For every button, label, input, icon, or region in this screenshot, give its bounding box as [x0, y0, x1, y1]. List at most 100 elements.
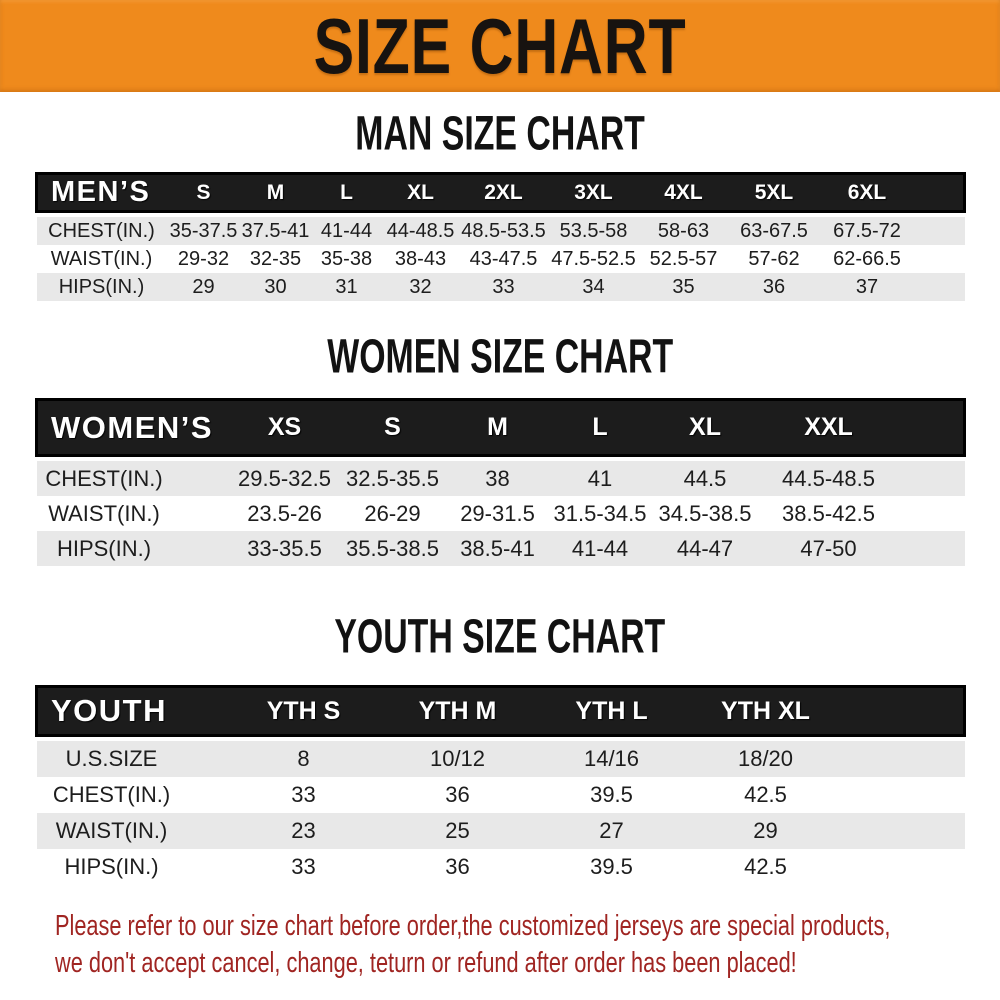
men-size-column-header: S: [166, 172, 241, 213]
measurement-value: 34.5-38.5: [652, 496, 758, 531]
measurement-value: 41-44: [310, 217, 383, 245]
measurement-value: 23.5-26: [231, 496, 338, 531]
measurement-value: 36: [728, 273, 820, 301]
measurement-value: 38: [447, 461, 548, 496]
women-header-row: WOMEN’S XS S M L XL XXL: [35, 398, 966, 457]
men-size-column-header: 5XL: [728, 172, 820, 213]
measurement-value: 32.5-35.5: [337, 461, 448, 496]
pad-cell: [186, 741, 227, 777]
measurement-value: 67.5-72: [819, 217, 915, 245]
youth-ussize-row: U.S.SIZE 8 10/12 14/16 18/20: [36, 741, 965, 777]
measurement-value: 29-31.5: [447, 496, 548, 531]
men-waist-row: WAIST(IN.) 29-32 32-35 35-38 38-43 43-47…: [36, 245, 965, 273]
youth-size-column-header: YTH S: [226, 685, 381, 737]
header-filler-cell: [914, 172, 966, 213]
header-filler-cell: [842, 685, 966, 737]
measurement-value: 35-38: [310, 245, 383, 273]
women-size-column-header: M: [447, 398, 548, 457]
youth-hips-row: HIPS(IN.) 33 36 39.5 42.5: [36, 849, 965, 885]
youth-size-column-header: YTH L: [534, 685, 689, 737]
men-size-column-header: 2XL: [458, 172, 549, 213]
men-size-column-header: 4XL: [638, 172, 729, 213]
measurement-value: 31: [310, 273, 383, 301]
youth-waist-row: WAIST(IN.) 23 25 27 29: [36, 813, 965, 849]
measurement-value: 53.5-58: [548, 217, 639, 245]
men-size-column-header: XL: [382, 172, 459, 213]
women-hips-row: HIPS(IN.) 33-35.5 35.5-38.5 38.5-41 41-4…: [36, 531, 965, 566]
spacer-cell: [36, 455, 965, 461]
pad-cell: [171, 461, 232, 496]
measurement-value: 33-35.5: [231, 531, 338, 566]
men-section-title-text: MAN SIZE CHART: [355, 105, 645, 160]
youth-chest-row: CHEST(IN.) 33 36 39.5 42.5: [36, 777, 965, 813]
men-size-table: MEN’S S M L XL 2XL 3XL 4XL 5XL 6XL CHEST…: [35, 172, 966, 301]
row-label: WAIST(IN.): [36, 813, 187, 849]
spacer-cell: [36, 211, 965, 217]
measurement-value: 32: [382, 273, 459, 301]
youth-header-label: YOUTH: [35, 685, 227, 737]
measurement-value: 62-66.5: [819, 245, 915, 273]
pad-cell: [171, 531, 232, 566]
measurement-value: 44.5-48.5: [757, 461, 900, 496]
pad-cell: [186, 849, 227, 885]
men-header-label: MEN’S: [35, 172, 167, 213]
spacer-row: [36, 735, 965, 741]
filler-cell: [842, 777, 965, 813]
measurement-value: 39.5: [534, 849, 689, 885]
measurement-value: 35: [638, 273, 729, 301]
measurement-value: 58-63: [638, 217, 729, 245]
measurement-value: 37: [819, 273, 915, 301]
footer-line-1: Please refer to our size chart before or…: [55, 910, 891, 942]
men-size-column-header: 3XL: [548, 172, 639, 213]
measurement-value: 23: [226, 813, 381, 849]
women-section-title-text: WOMEN SIZE CHART: [327, 328, 673, 383]
filler-cell: [842, 849, 965, 885]
measurement-value: 26-29: [337, 496, 448, 531]
row-label: WAIST(IN.): [36, 245, 167, 273]
measurement-value: 14/16: [534, 741, 689, 777]
filler-cell: [899, 461, 965, 496]
measurement-value: 42.5: [688, 849, 843, 885]
measurement-value: 33: [226, 777, 381, 813]
measurement-value: 43-47.5: [458, 245, 549, 273]
filler-cell: [914, 273, 965, 301]
women-size-column-header: XL: [652, 398, 758, 457]
measurement-value: 18/20: [688, 741, 843, 777]
measurement-value: 41: [547, 461, 653, 496]
measurement-value: 44.5: [652, 461, 758, 496]
measurement-value: 57-62: [728, 245, 820, 273]
measurement-value: 8: [226, 741, 381, 777]
youth-section-title-text: YOUTH SIZE CHART: [334, 608, 666, 663]
measurement-value: 47.5-52.5: [548, 245, 639, 273]
women-chest-row: CHEST(IN.) 29.5-32.5 32.5-35.5 38 41 44.…: [36, 461, 965, 496]
filler-cell: [842, 813, 965, 849]
measurement-value: 30: [240, 273, 311, 301]
footer-note: Please refer to our size chart before or…: [55, 908, 995, 982]
header-filler-cell: [899, 398, 966, 457]
men-size-column-header: 6XL: [819, 172, 915, 213]
measurement-value: 25: [380, 813, 535, 849]
filler-cell: [899, 496, 965, 531]
measurement-value: 27: [534, 813, 689, 849]
measurement-value: 35-37.5: [166, 217, 241, 245]
banner: SIZE CHART: [0, 0, 1000, 92]
row-label: CHEST(IN.): [36, 217, 167, 245]
men-size-column-header: M: [240, 172, 311, 213]
measurement-value: 29: [688, 813, 843, 849]
row-label: U.S.SIZE: [36, 741, 187, 777]
women-size-column-header: S: [337, 398, 448, 457]
women-waist-row: WAIST(IN.) 23.5-26 26-29 29-31.5 31.5-34…: [36, 496, 965, 531]
men-header-row: MEN’S S M L XL 2XL 3XL 4XL 5XL 6XL: [35, 172, 966, 213]
measurement-value: 32-35: [240, 245, 311, 273]
row-label: CHEST(IN.): [36, 461, 172, 496]
filler-cell: [842, 741, 965, 777]
spacer-row: [36, 211, 965, 217]
measurement-value: 52.5-57: [638, 245, 729, 273]
row-label: HIPS(IN.): [36, 273, 167, 301]
youth-size-column-header: YTH XL: [688, 685, 843, 737]
women-size-column-header: XS: [231, 398, 338, 457]
youth-size-column-header: YTH M: [380, 685, 535, 737]
youth-section-title: YOUTH SIZE CHART: [0, 608, 1000, 663]
measurement-value: 37.5-41: [240, 217, 311, 245]
